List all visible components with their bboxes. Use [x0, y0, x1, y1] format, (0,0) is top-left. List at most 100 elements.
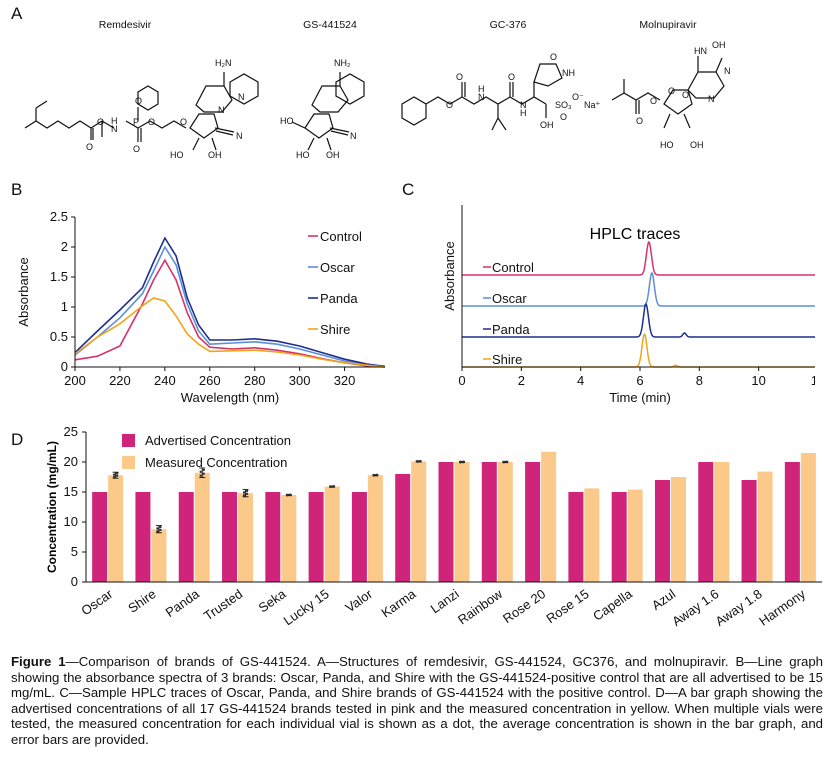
chart-d-category-label: Rainbow	[455, 586, 506, 628]
chart-d-y-tick-label: 5	[71, 544, 78, 559]
chart-d-vial-dot	[242, 494, 246, 497]
structure-name-gc376: GC-376	[489, 19, 527, 31]
chart-c-legend-label: Panda	[492, 322, 530, 337]
chart-d-vial-dot	[419, 459, 422, 463]
chart-c-trace-oscar	[462, 271, 815, 307]
chart-d-bar-advertised	[784, 462, 800, 582]
chart-d-bar-advertised	[265, 492, 281, 582]
chart-c-title: HPLC traces	[590, 226, 681, 243]
svg-text:P: P	[133, 117, 139, 127]
chart-d-vial-dot	[245, 489, 249, 493]
chart-d-category-label: Away 1.8	[713, 586, 765, 629]
svg-text:O: O	[456, 72, 463, 82]
svg-text:HO: HO	[660, 140, 674, 150]
chart-d-bar-measured	[411, 461, 427, 582]
svg-text:H₂N: H₂N	[215, 58, 232, 68]
svg-text:HO: HO	[170, 150, 184, 160]
chart-b-y-tick-label: 0	[61, 359, 68, 374]
panel-a-letter: A	[11, 4, 23, 23]
structure-name-gs441524: GS-441524	[303, 19, 357, 31]
chart-d-vial-dot	[202, 472, 205, 475]
chart-d-bar-advertised	[568, 492, 584, 582]
chart-d-y-tick-label: 10	[64, 514, 78, 529]
chart-d-legend-swatch	[122, 456, 135, 469]
chart-d-category-label: Capella	[590, 586, 635, 624]
molnupiravir-structure	[611, 56, 725, 129]
chart-d-bar-advertised	[698, 462, 714, 582]
chart-d-bar-advertised	[525, 462, 541, 582]
chart-b-x-tick-label: 240	[154, 373, 176, 388]
chart-d-bar-measured	[324, 486, 340, 582]
svg-text:N: N	[238, 92, 245, 102]
chart-d-category-label: Trusted	[201, 586, 245, 623]
chart-d-vial-dot	[199, 474, 202, 477]
chart-c-legend-label: Oscar	[492, 291, 527, 306]
chart-b-y-tick-label: 0.5	[50, 329, 68, 344]
svg-text:O: O	[650, 96, 657, 106]
svg-text:O: O	[97, 117, 104, 127]
svg-text:OH: OH	[208, 150, 222, 160]
chart-c-trace-control	[462, 240, 815, 276]
svg-text:N: N	[111, 124, 118, 134]
chart-c-y-axis-label: Absorbance	[442, 241, 457, 310]
absorbance-spectra-chart: 0 0.5 1 1.5 2 2.5 200 220 240 260 280 300 320 Contro…	[16, 209, 386, 405]
chart-d-bar-measured	[151, 529, 167, 582]
chart-d-bar-measured	[497, 462, 513, 582]
svg-text:O: O	[682, 90, 689, 100]
svg-text:HO: HO	[296, 150, 310, 160]
chart-d-bar-measured	[367, 475, 383, 582]
svg-text:N: N	[724, 66, 731, 76]
figure-caption: Figure 1—Comparison of brands of GS-4415…	[11, 654, 823, 747]
chart-d-category-label: Azul	[649, 586, 678, 613]
chart-d-category-label: Harmony	[756, 586, 808, 629]
svg-text:N: N	[350, 131, 357, 141]
chart-c-x-tick-label: 6	[636, 373, 643, 388]
svg-text:OH: OH	[690, 140, 704, 150]
svg-text:NH₂: NH₂	[334, 58, 351, 68]
chart-d-vial-dot	[202, 468, 205, 472]
chart-d-vial-dot	[159, 525, 162, 529]
structure-name-molnupiravir: Molnupiravir	[639, 19, 697, 31]
chart-d-bar-advertised	[654, 480, 670, 582]
chart-d-vial-dot	[286, 493, 289, 497]
svg-text:SO₃: SO₃	[555, 100, 572, 110]
chart-c-x-tick-label: 8	[696, 373, 703, 388]
chart-c-x-tick-label: 2	[518, 373, 525, 388]
svg-text:HN: HN	[694, 46, 707, 56]
chart-d-legend-swatch	[122, 434, 135, 447]
svg-text:N: N	[218, 105, 225, 115]
svg-text:OH: OH	[540, 120, 554, 130]
chart-d-category-label: Rose 15	[543, 586, 591, 626]
chart-d-vial-dot	[242, 491, 246, 494]
chart-d-vial-dot	[416, 460, 419, 463]
chart-d-y-tick-label: 25	[64, 424, 78, 439]
chart-c-legend-label: Control	[492, 260, 534, 275]
chart-b-x-tick-label: 300	[289, 373, 311, 388]
chart-b-x-tick-label: 200	[64, 373, 86, 388]
gc376-structure	[401, 63, 563, 131]
svg-text:O⁻: O⁻	[572, 92, 584, 102]
chart-d-vial-dot	[375, 473, 379, 477]
chart-d-vial-dot	[289, 493, 292, 496]
chart-b-x-tick-label: 220	[109, 373, 131, 388]
chart-d-legend-label: Advertised Concentration	[145, 433, 291, 448]
hplc-traces-chart: 0 2 4 6 8 10 12 Control Oscar Panda Shire HPLC tr…	[442, 205, 815, 405]
chart-d-vial-dot	[199, 470, 202, 474]
chart-b-legend-label: Control	[320, 229, 362, 244]
chart-d-bar-measured	[627, 489, 643, 582]
chart-d-bar-advertised	[395, 474, 411, 582]
svg-text:H: H	[520, 108, 527, 118]
chart-d-bar-advertised	[135, 492, 151, 582]
svg-text:O: O	[446, 100, 453, 110]
chart-d-bar-measured	[108, 475, 124, 582]
chart-d-category-label: Lucky 15	[281, 586, 332, 628]
chart-b-x-axis-label: Wavelength (nm)	[181, 390, 280, 405]
chart-b-x-tick-label: 320	[334, 373, 356, 388]
caption-figure-label: Figure 1	[11, 654, 66, 669]
svg-text:O: O	[668, 86, 675, 96]
chart-d-y-tick-label: 20	[64, 454, 78, 469]
chart-d-vial-dot	[112, 473, 116, 476]
chart-b-y-tick-label: 2.5	[50, 209, 68, 224]
